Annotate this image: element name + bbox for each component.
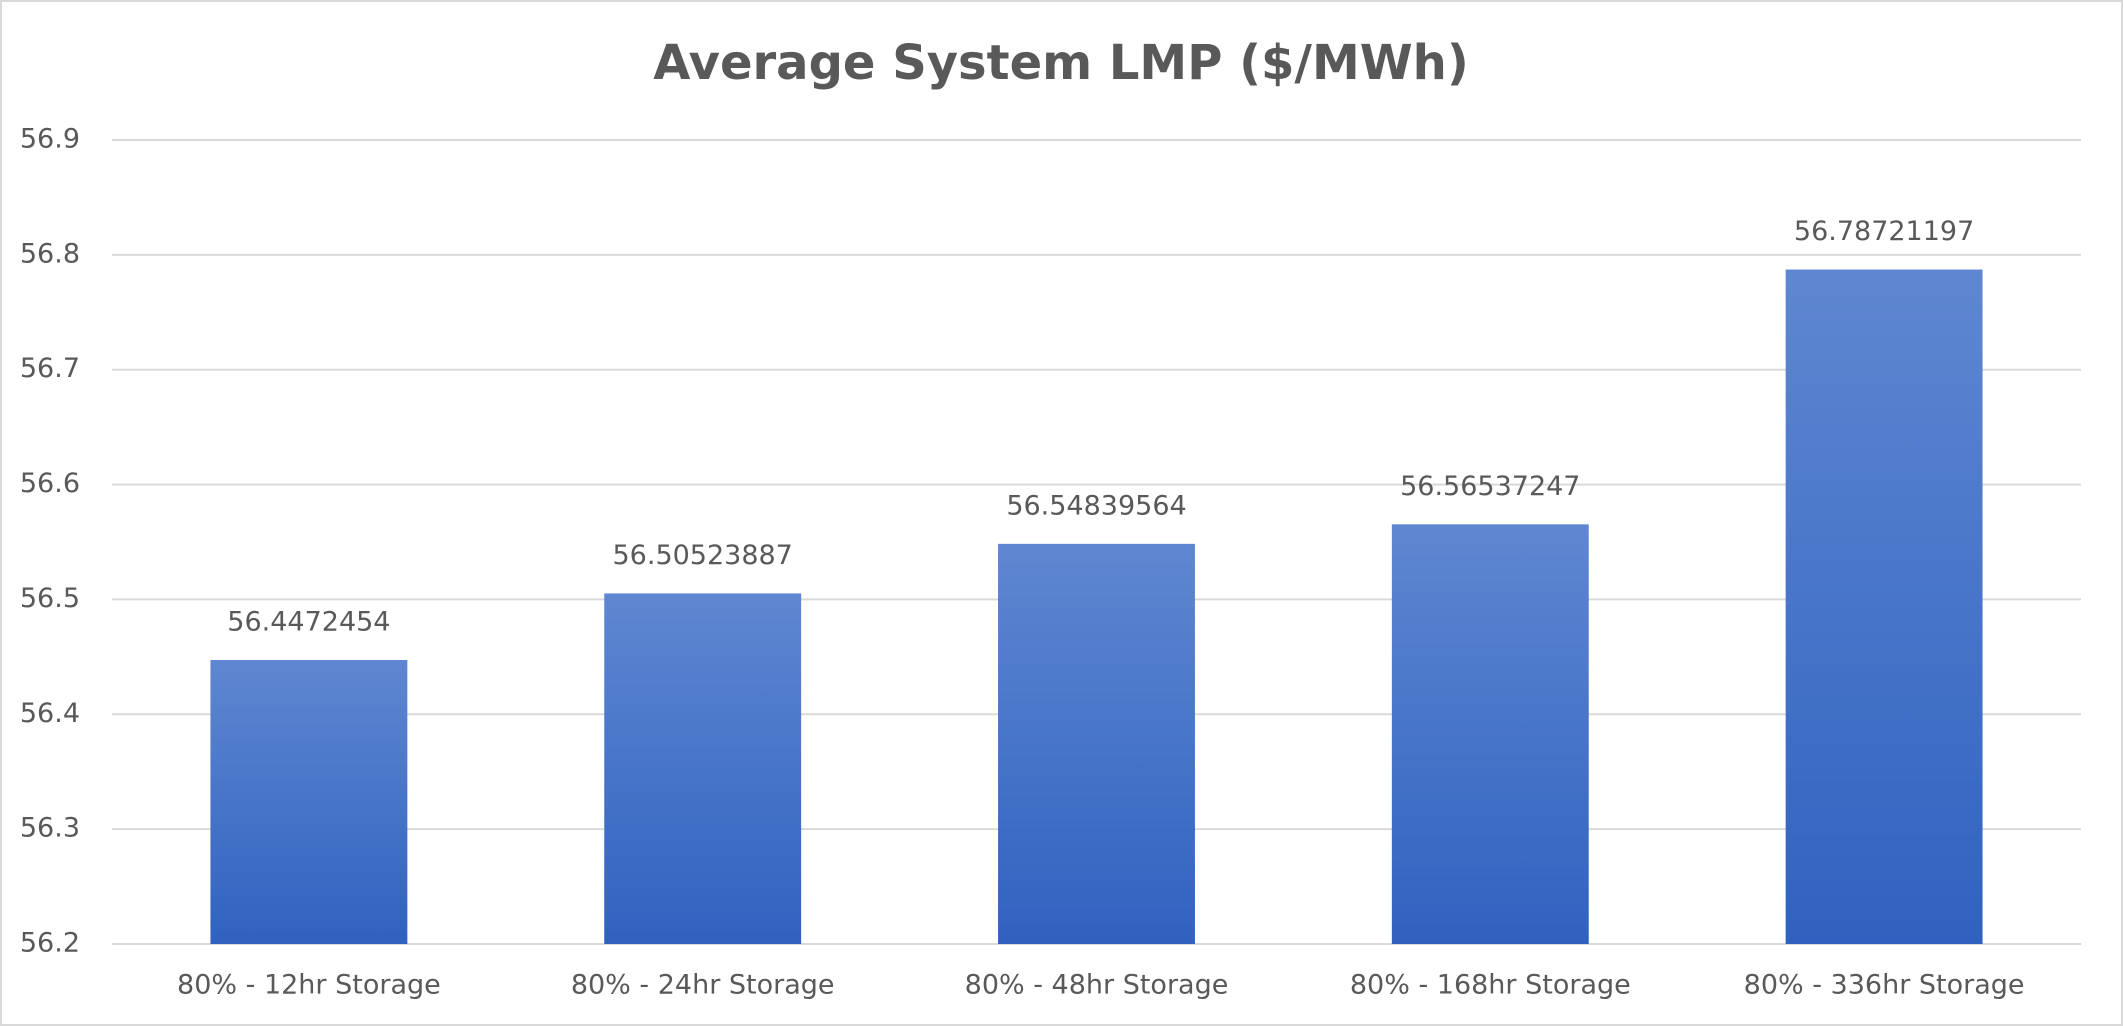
data-label: 56.54839564	[1006, 490, 1186, 521]
bar	[210, 660, 408, 944]
y-tick-label: 56.6	[20, 468, 80, 499]
data-label: 56.4472454	[227, 607, 390, 638]
data-label: 56.78721197	[1794, 216, 1974, 247]
x-tick-label: 80% - 24hr Storage	[571, 970, 835, 1001]
data-label: 56.50523887	[613, 540, 793, 571]
bar	[1785, 269, 1983, 944]
x-tick-label: 80% - 336hr Storage	[1744, 970, 2025, 1001]
y-tick-label: 56.3	[20, 813, 80, 844]
y-tick-label: 56.4	[20, 698, 80, 729]
x-tick-label: 80% - 168hr Storage	[1350, 970, 1631, 1001]
chart-title: Average System LMP ($/MWh)	[653, 35, 1469, 91]
x-tick-label: 80% - 12hr Storage	[177, 970, 441, 1001]
bar	[604, 593, 802, 944]
y-tick-label: 56.2	[20, 928, 80, 959]
y-tick-label: 56.8	[20, 238, 80, 269]
y-tick-label: 56.9	[20, 124, 80, 155]
bar	[1391, 524, 1589, 944]
y-tick-label: 56.7	[20, 353, 80, 384]
x-tick-label: 80% - 48hr Storage	[965, 970, 1229, 1001]
bar	[998, 543, 1195, 944]
data-label: 56.56537247	[1400, 471, 1580, 502]
y-tick-label: 56.5	[20, 583, 80, 614]
